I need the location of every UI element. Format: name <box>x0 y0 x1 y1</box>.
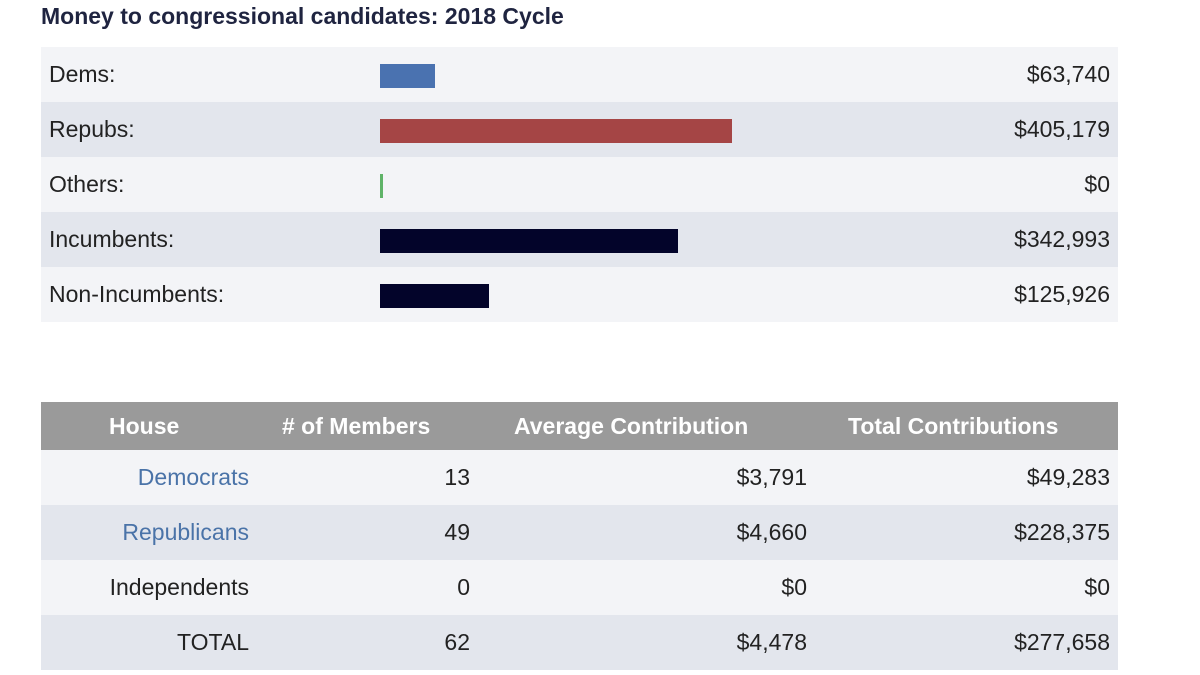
summary-label: Non-Incumbents: <box>49 281 225 307</box>
members-cell: 49 <box>444 519 470 545</box>
summary-row-incumbents: Incumbents: $342,993 <box>41 212 1118 267</box>
table-row: Democrats 13 $3,791 $49,283 <box>41 450 1118 505</box>
summary-value: $405,179 <box>1014 116 1110 142</box>
summary-label: Incumbents: <box>49 226 175 252</box>
summary-value: $0 <box>1084 171 1110 197</box>
members-cell: 0 <box>457 574 470 600</box>
members-cell: 62 <box>444 629 470 655</box>
total-cell: $277,658 <box>1014 629 1110 655</box>
summary-row-repubs: Repubs: $405,179 <box>41 102 1118 157</box>
summary-bar-table: Dems: $63,740 Repubs: $405,179 Others: $… <box>41 47 1118 322</box>
table-row: Republicans 49 $4,660 $228,375 <box>41 505 1118 560</box>
average-cell: $0 <box>781 574 807 600</box>
summary-bar-dems <box>380 64 435 88</box>
total-cell: $0 <box>1084 574 1110 600</box>
members-cell: 13 <box>444 464 470 490</box>
summary-value: $342,993 <box>1014 226 1110 252</box>
header-house: House <box>109 413 180 439</box>
summary-bar-others <box>380 174 383 198</box>
average-cell: $4,478 <box>736 629 807 655</box>
summary-row-dems: Dems: $63,740 <box>41 47 1118 102</box>
header-average-contribution: Average Contribution <box>514 413 749 439</box>
total-cell: $228,375 <box>1014 519 1110 545</box>
party-cell: TOTAL <box>177 629 249 655</box>
summary-label: Dems: <box>49 61 116 87</box>
house-table-header: House # of Members Average Contribution … <box>41 402 1118 450</box>
table-row-total: TOTAL 62 $4,478 $277,658 <box>41 615 1118 670</box>
page-title: Money to congressional candidates: 2018 … <box>41 3 564 29</box>
summary-value: $63,740 <box>1026 61 1110 87</box>
republicans-link[interactable]: Republicans <box>122 519 249 545</box>
summary-row-non-incumbents: Non-Incumbents: $125,926 <box>41 267 1118 322</box>
summary-label: Repubs: <box>49 116 135 142</box>
house-table: House # of Members Average Contribution … <box>41 402 1118 670</box>
total-cell: $49,283 <box>1026 464 1110 490</box>
table-row: Independents 0 $0 $0 <box>41 560 1118 615</box>
summary-row-others: Others: $0 <box>41 157 1118 212</box>
summary-value: $125,926 <box>1014 281 1110 307</box>
summary-bar-non-incumbents <box>380 284 489 308</box>
summary-bar-incumbents <box>380 229 678 253</box>
average-cell: $4,660 <box>736 519 807 545</box>
average-cell: $3,791 <box>736 464 807 490</box>
democrats-link[interactable]: Democrats <box>137 464 249 490</box>
header-members: # of Members <box>282 413 431 439</box>
party-cell: Independents <box>109 574 249 600</box>
header-total-contributions: Total Contributions <box>848 413 1059 439</box>
summary-label: Others: <box>49 171 125 197</box>
summary-bar-repubs <box>380 119 732 143</box>
